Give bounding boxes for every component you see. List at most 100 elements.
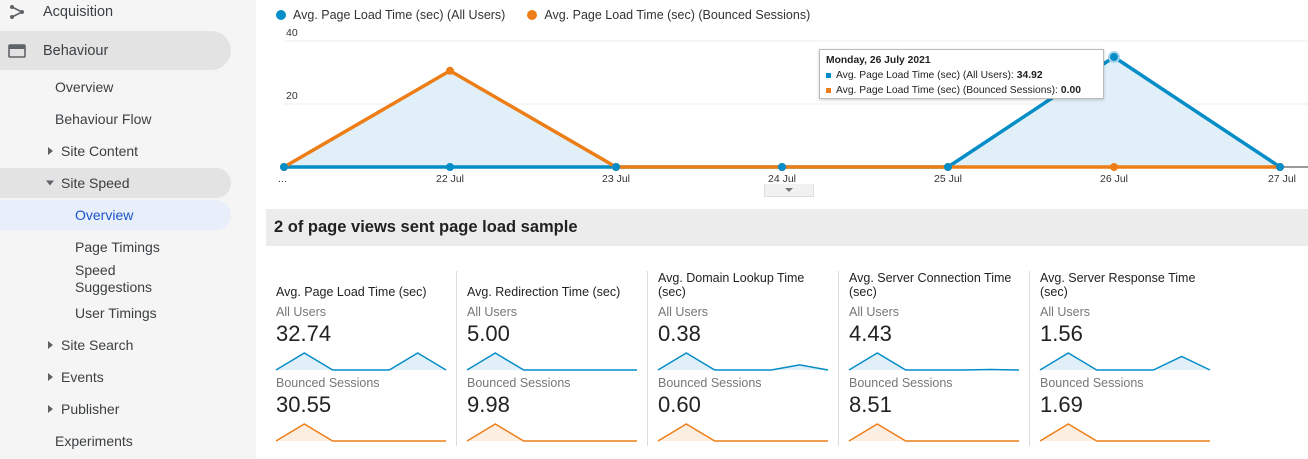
- sparkline-all-users: [275, 352, 447, 371]
- sample-banner: 2 of page views sent page load sample: [266, 209, 1308, 246]
- sparkline-area: [849, 353, 1019, 370]
- chart-tooltip: Monday, 26 July 2021 Avg. Page Load Time…: [819, 49, 1104, 99]
- sparkline-line: [466, 423, 637, 442]
- chart-collapse-handle[interactable]: [764, 184, 814, 197]
- metric-panel[interactable]: Avg. Page Load Time (sec) All Users 32.7…: [266, 271, 457, 446]
- sidebar-item-label: Behaviour Flow: [55, 111, 152, 127]
- sparkline-all-users: [466, 352, 637, 371]
- tooltip-row-bounced: Avg. Page Load Time (sec) (Bounced Sessi…: [826, 83, 1097, 98]
- sidebar-item-speed-overview[interactable]: Overview: [0, 200, 231, 230]
- y-tick-label: 40: [286, 27, 298, 39]
- x-tick-label: 22 Jul: [436, 173, 464, 185]
- sidebar-item-behaviour[interactable]: Behaviour: [0, 31, 231, 70]
- sidebar-item-experiments[interactable]: Experiments: [0, 426, 231, 456]
- sidebar-item-label: Overview: [75, 207, 134, 223]
- x-tick-label: 26 Jul: [1100, 173, 1128, 185]
- sidebar-item-site-search[interactable]: Site Search: [0, 330, 231, 360]
- data-point[interactable]: [280, 163, 288, 171]
- legend-item-bounced-sessions[interactable]: Avg. Page Load Time (sec) (Bounced Sessi…: [527, 8, 810, 22]
- metric-all-users-label: All Users: [658, 305, 709, 319]
- sidebar: Acquisition Behaviour Overview Behaviour…: [0, 0, 256, 459]
- sparkline-line: [466, 352, 637, 371]
- tooltip-value: 34.92: [1016, 70, 1043, 81]
- metric-panel[interactable]: Avg. Server Response Time (sec) All User…: [1030, 271, 1221, 446]
- sparkline-line: [1039, 352, 1211, 371]
- metric-bounced-value: 1.69: [1040, 392, 1083, 417]
- data-point[interactable]: [778, 163, 786, 171]
- legend-item-all-users[interactable]: Avg. Page Load Time (sec) (All Users): [276, 8, 505, 22]
- sparkline-all-users: [848, 352, 1020, 371]
- tooltip-value: 0.00: [1060, 85, 1081, 96]
- sidebar-item-publisher[interactable]: Publisher: [0, 394, 231, 424]
- tooltip-swatch-icon: [826, 73, 831, 78]
- data-point[interactable]: [446, 66, 454, 75]
- metric-bounced-value: 0.60: [658, 392, 701, 417]
- metric-title: Avg. Server Connection Time (sec): [849, 271, 1012, 299]
- metric-panel[interactable]: Avg. Redirection Time (sec) All Users 5.…: [457, 271, 648, 446]
- sidebar-item-label: Overview: [55, 79, 114, 95]
- sparkline-line: [848, 352, 1020, 371]
- acquisition-icon: [10, 4, 24, 19]
- sparkline-line: [657, 423, 828, 442]
- sparkline-bounced: [1039, 423, 1210, 442]
- metric-all-users-label: All Users: [849, 305, 900, 319]
- sparkline-area: [658, 353, 828, 370]
- sidebar-item-label: Acquisition: [43, 3, 114, 20]
- metric-bounced-label: Bounced Sessions: [467, 376, 571, 390]
- metric-panel[interactable]: Avg. Domain Lookup Time (sec) All Users …: [648, 271, 839, 446]
- metric-bounced-value: 30.55: [276, 392, 332, 417]
- data-point[interactable]: [612, 163, 620, 171]
- metric-all-users-value: 1.56: [1040, 321, 1083, 346]
- sparkline-all-users: [1039, 352, 1211, 371]
- metric-panel[interactable]: Avg. Server Connection Time (sec) All Us…: [839, 271, 1030, 446]
- tooltip-title: Monday, 26 July 2021: [826, 55, 931, 66]
- data-point[interactable]: [1110, 163, 1118, 171]
- tooltip-label: Avg. Page Load Time (sec) (All Users):: [836, 70, 1014, 81]
- sidebar-item-site-content[interactable]: Site Content: [0, 136, 231, 166]
- data-point[interactable]: [944, 163, 952, 171]
- behaviour-icon: [8, 43, 26, 58]
- data-point[interactable]: [1108, 51, 1120, 64]
- sidebar-item-label: Speed Suggestions: [75, 262, 153, 295]
- sidebar-item-acquisition[interactable]: Acquisition: [0, 0, 231, 31]
- sparkline-bounced: [466, 423, 637, 442]
- caret-right-icon: [48, 373, 53, 381]
- y-tick-label: 20: [286, 90, 298, 102]
- sparkline-line: [275, 423, 446, 442]
- sidebar-item-user-timings[interactable]: User Timings: [0, 298, 231, 328]
- metric-all-users-label: All Users: [1040, 305, 1091, 319]
- x-tick-label: 23 Jul: [602, 173, 630, 185]
- sidebar-item-label: Site Search: [61, 337, 134, 353]
- data-point[interactable]: [1276, 163, 1284, 171]
- caret-right-icon: [48, 405, 53, 413]
- metric-all-users-label: All Users: [276, 305, 327, 319]
- sidebar-item-overview[interactable]: Overview: [0, 72, 231, 102]
- metric-bounced-label: Bounced Sessions: [1040, 376, 1144, 390]
- sparkline-area: [467, 424, 637, 441]
- caret-right-icon: [48, 341, 53, 349]
- data-point[interactable]: [446, 163, 454, 171]
- sidebar-item-page-timings[interactable]: Page Timings: [0, 232, 231, 262]
- sidebar-item-behaviour-flow[interactable]: Behaviour Flow: [0, 104, 231, 134]
- sidebar-item-site-speed[interactable]: Site Speed: [0, 168, 231, 198]
- sidebar-item-label: Experiments: [55, 433, 133, 449]
- legend-label: Avg. Page Load Time (sec) (Bounced Sessi…: [544, 8, 811, 22]
- tooltip-row-all-users: Avg. Page Load Time (sec) (All Users): 3…: [826, 68, 1097, 83]
- metric-title: Avg. Page Load Time (sec): [276, 285, 427, 299]
- sidebar-item-label: Page Timings: [75, 239, 160, 255]
- line-chart[interactable]: 20 40... 22 Jul 23 Jul 24 Jul 25 Jul 26 Jul 27 …: [266, 27, 1308, 198]
- sparkline-area: [276, 353, 446, 370]
- sparkline-all-users: [657, 352, 829, 371]
- sidebar-item-speed-suggestions[interactable]: Speed Suggestions: [0, 260, 180, 298]
- sidebar-item-events[interactable]: Events: [0, 362, 231, 392]
- chevron-down-icon: [785, 188, 793, 192]
- x-tick-label: ...: [278, 173, 287, 185]
- sparkline-area: [658, 424, 828, 441]
- x-tick-label: 27 Jul: [1268, 173, 1296, 185]
- sparkline-area: [1040, 353, 1210, 370]
- metric-title: Avg. Server Response Time (sec): [1040, 271, 1196, 299]
- metric-bounced-value: 9.98: [467, 392, 510, 417]
- metric-all-users-value: 0.38: [658, 321, 701, 346]
- banner-text: 2 of page views sent page load sample: [274, 218, 578, 236]
- metric-all-users-value: 4.43: [849, 321, 892, 346]
